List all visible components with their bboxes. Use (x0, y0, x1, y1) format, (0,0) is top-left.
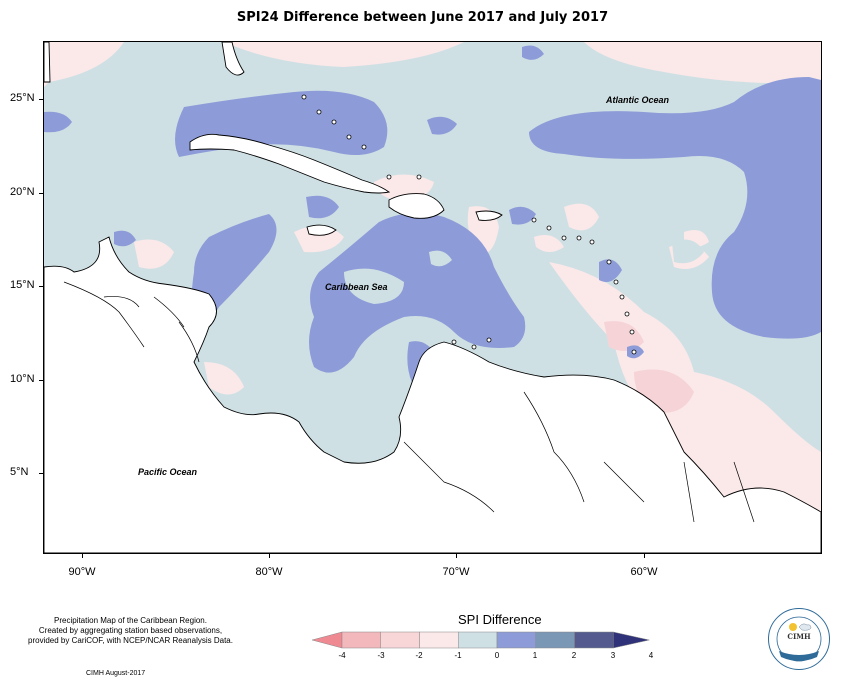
legend-tick-label: 2 (571, 651, 577, 660)
lon-label-90w: 90°W (68, 566, 96, 578)
legend-tick-label: -2 (415, 651, 423, 660)
lat-tick (39, 380, 44, 381)
legend-tick-label: -3 (377, 651, 385, 660)
legend-tick-label: -1 (454, 651, 462, 660)
map-canvas (44, 42, 821, 553)
logo-graphic (776, 616, 822, 662)
legend-title: SPI Difference (458, 612, 542, 627)
legend-tick-label: 3 (610, 651, 616, 660)
land (44, 42, 821, 553)
credit-text: CIMH August-2017 (86, 670, 146, 677)
lon-label-70w: 70°W (442, 566, 470, 578)
lat-tick (39, 473, 44, 474)
lat-label-15n: 15°N (10, 279, 35, 291)
atlantic-ocean-label: Atlantic Ocean (606, 95, 670, 105)
legend-color-cell (574, 631, 614, 649)
spi-difference-map (43, 41, 822, 554)
caption-line-2: Created by aggregating station based obs… (38, 626, 223, 635)
lat-label-10n: 10°N (10, 373, 35, 385)
lon-tick (269, 553, 270, 558)
lat-label-25n: 25°N (10, 92, 35, 104)
cimh-logo: CIMH (768, 608, 830, 670)
caribbean-sea-label: Caribbean Sea (325, 282, 388, 292)
lon-tick (644, 553, 645, 558)
color-legend-bar (312, 631, 650, 649)
legend-color-cell (312, 631, 343, 649)
pacific-ocean-label: Pacific Ocean (138, 467, 198, 477)
lat-tick (39, 99, 44, 100)
lon-tick (82, 553, 83, 558)
lon-label-80w: 80°W (255, 566, 283, 578)
country-borders (63, 281, 755, 523)
lat-tick (39, 286, 44, 287)
lat-label-5n: 5°N (10, 466, 29, 478)
caption-line-1: Precipitation Map of the Caribbean Regio… (54, 616, 207, 625)
map-title: SPI24 Difference between June 2017 and J… (236, 10, 609, 25)
legend-color-cell (458, 631, 498, 649)
neutral-areas (344, 239, 704, 304)
legend-color-cell (341, 631, 381, 649)
islands (301, 94, 637, 355)
lat-tick (39, 193, 44, 194)
legend-tick-label: 4 (648, 651, 654, 660)
legend-tick-label: 1 (532, 651, 538, 660)
legend-color-cell (535, 631, 575, 649)
lat-label-20n: 20°N (10, 186, 35, 198)
lon-label-60w: 60°W (630, 566, 658, 578)
logo-text: CIMH (787, 632, 811, 641)
caption-line-3: provided by CariCOF, with NCEP/NCAR Rean… (28, 636, 233, 645)
legend-color-cell (419, 631, 459, 649)
legend-color-cell (380, 631, 420, 649)
legend-color-cell (496, 631, 536, 649)
map-caption: Precipitation Map of the Caribbean Regio… (18, 616, 243, 646)
legend-tick-label: 0 (494, 651, 500, 660)
lon-tick (456, 553, 457, 558)
legend-tick-label: -4 (338, 651, 346, 660)
legend-color-cell (613, 631, 650, 649)
